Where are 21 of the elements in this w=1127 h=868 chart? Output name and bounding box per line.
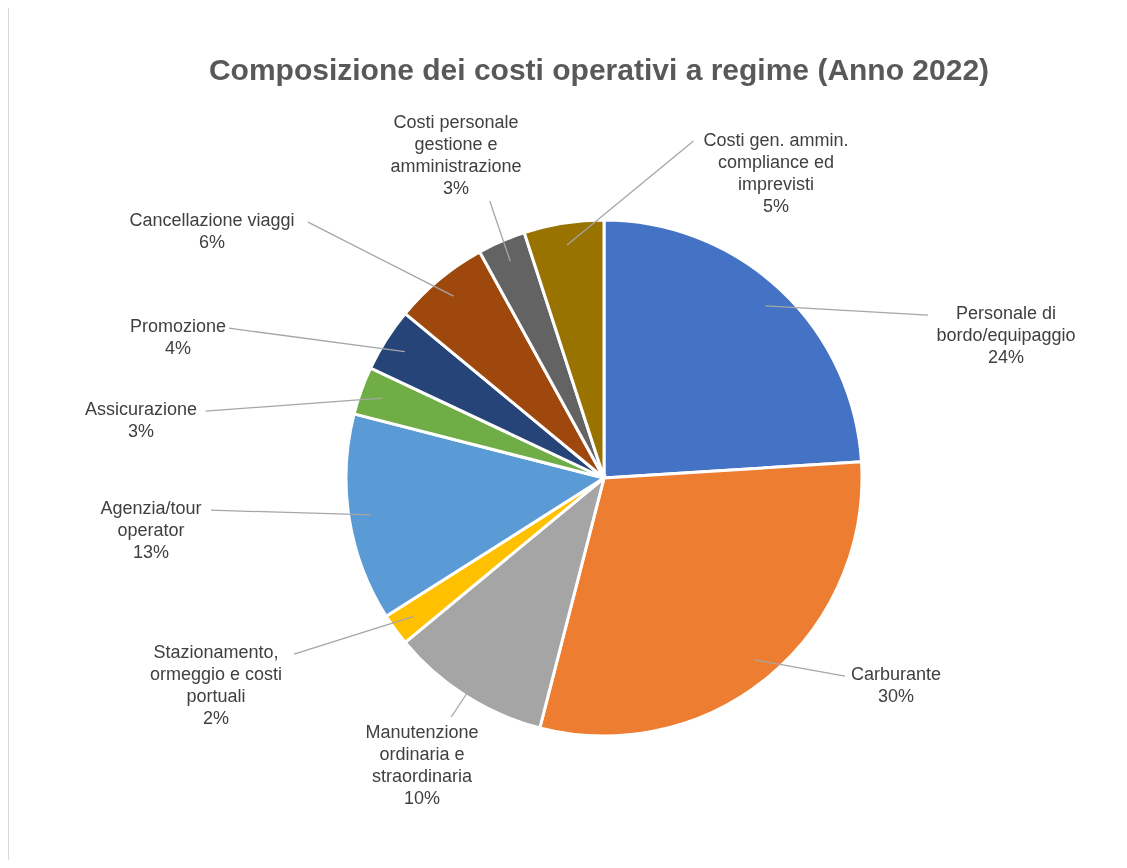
slice-label: Assicurazione xyxy=(84,398,198,419)
slice-label: Stazionamento, ormeggio e costi portuali xyxy=(149,641,283,706)
data-label: 3% xyxy=(442,177,470,198)
data-label: 5% xyxy=(762,195,790,216)
slice-label: Manutenzione ordinaria e straordinaria xyxy=(365,721,479,786)
data-label: 10% xyxy=(403,787,441,808)
data-label: 6% xyxy=(198,231,226,252)
data-label: 24% xyxy=(987,346,1025,367)
data-label: 13% xyxy=(132,541,170,562)
slice-label: Agenzia/tour operator xyxy=(100,497,202,540)
slice-label: Costi personale gestione e amministrazione xyxy=(390,111,522,176)
data-label: 2% xyxy=(202,707,230,728)
data-label: 4% xyxy=(164,337,192,358)
data-label: 3% xyxy=(127,420,155,441)
slice-label: Cancellazione viaggi xyxy=(129,209,295,230)
chart-title: Composizione dei costi operativi a regime (Anno 2022) xyxy=(208,53,990,86)
slice-label: Costi gen. ammin. compliance ed imprevisti xyxy=(703,129,849,194)
slice-label: Carburante xyxy=(850,663,942,684)
slice-label: Personale di bordo/equipaggio xyxy=(936,302,1076,345)
data-label: 30% xyxy=(877,685,915,706)
slice-label: Promozione xyxy=(129,315,227,336)
